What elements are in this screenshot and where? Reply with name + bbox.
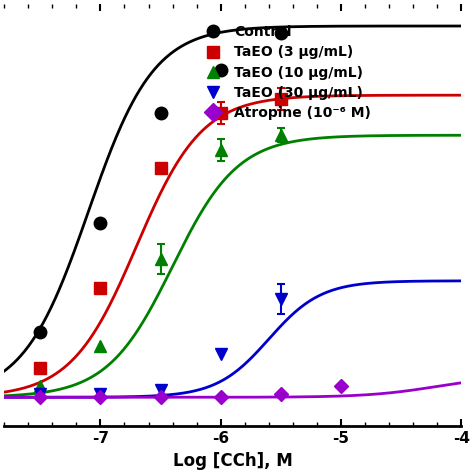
X-axis label: Log [CCh], M: Log [CCh], M [173, 452, 292, 470]
Legend: Control, TaEO (3 μg/mL), TaEO (10 μg/mL), TaEO (30 μg/mL), Atropine (10⁻⁶ M): Control, TaEO (3 μg/mL), TaEO (10 μg/mL)… [194, 19, 377, 126]
